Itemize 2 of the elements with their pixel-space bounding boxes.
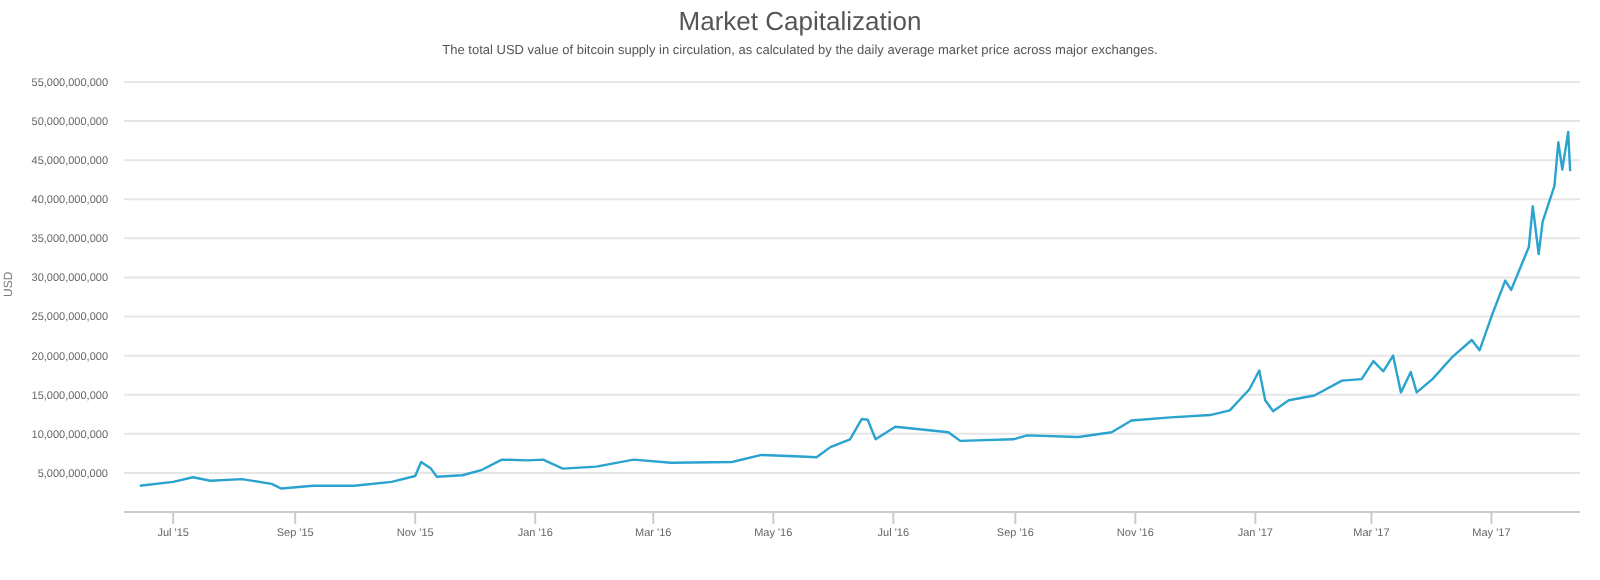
- chart-title: Market Capitalization: [676, 4, 924, 36]
- line-series: [138, 130, 1572, 490]
